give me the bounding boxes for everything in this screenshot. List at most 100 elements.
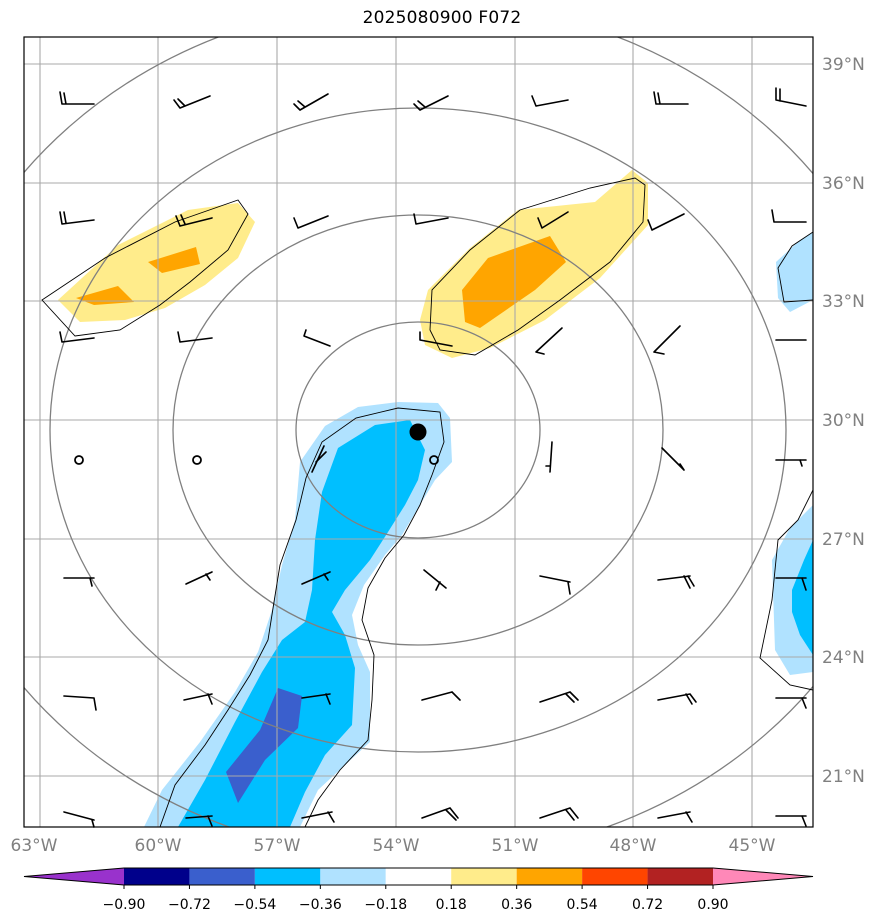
wind-barb xyxy=(293,215,329,229)
lon-label: 57°W xyxy=(254,836,301,856)
positive-shading-nw-core2 xyxy=(76,286,134,305)
wind-barb xyxy=(183,693,213,705)
wind-barb xyxy=(63,577,95,587)
colorbar-segment xyxy=(713,868,813,885)
colorbar-segment xyxy=(254,868,321,885)
lon-label: 63°W xyxy=(11,836,58,856)
wind-barb xyxy=(59,91,95,105)
lon-label: 48°W xyxy=(610,836,657,856)
lat-label: 39°N xyxy=(822,55,865,75)
wind-barbs xyxy=(59,87,807,828)
colorbar-tick-label: −0.72 xyxy=(168,897,211,913)
wind-barb xyxy=(775,577,807,591)
colorbar-tick-label: 0.18 xyxy=(436,897,467,913)
positive-shading-ne-core xyxy=(462,236,566,328)
map-frame xyxy=(23,36,814,828)
wind-barb xyxy=(185,815,213,827)
wind-barb xyxy=(59,211,95,225)
lat-label: 36°N xyxy=(822,174,865,194)
shaded-field xyxy=(58,170,813,827)
lon-label: 45°W xyxy=(729,836,776,856)
lat-label: 21°N xyxy=(822,767,865,787)
wind-barb xyxy=(293,93,329,111)
colorbar-segment xyxy=(189,868,255,885)
wind-barb xyxy=(531,95,569,107)
wind-barb xyxy=(657,811,693,823)
wind-barb xyxy=(539,575,571,595)
wind-barb xyxy=(59,331,95,343)
wind-barb xyxy=(423,569,447,591)
negative-shading-east2-core xyxy=(792,540,813,655)
calm-wind-circle xyxy=(192,455,202,465)
wind-barb xyxy=(301,811,335,823)
wind-barb xyxy=(775,87,807,107)
wind-barb xyxy=(657,575,695,589)
wind-barb xyxy=(311,445,327,473)
lat-label: 24°N xyxy=(822,648,865,668)
colorbar-tick-label: 0.54 xyxy=(567,897,598,913)
wind-barb xyxy=(661,447,685,471)
negative-shading-east xyxy=(776,232,813,312)
plot-title: 2025080900 F072 xyxy=(362,8,522,28)
wind-barb xyxy=(539,691,579,703)
wind-barb xyxy=(545,441,553,473)
wind-barb xyxy=(419,331,453,347)
colorbar-tick-label: 0.90 xyxy=(697,897,728,913)
contour-lines xyxy=(41,177,813,827)
lon-label: 54°W xyxy=(373,836,420,856)
calm-wind-circle xyxy=(429,455,439,465)
colorbar-tick-label: 0.72 xyxy=(632,897,663,913)
wind-barb xyxy=(775,697,807,709)
lon-label: 60°W xyxy=(135,836,182,856)
calm-wind-circle xyxy=(74,455,84,465)
wind-barb xyxy=(173,95,211,109)
wind-barb xyxy=(421,807,459,821)
lat-label: 33°N xyxy=(822,292,865,312)
colorbar-tick-label: −0.54 xyxy=(233,897,276,913)
colorbar-segment xyxy=(516,868,583,885)
wind-barb xyxy=(653,325,681,355)
colorbar-segment xyxy=(451,868,517,885)
wind-barb xyxy=(647,213,685,231)
colorbar-labels: −0.90 −0.72 −0.54 −0.36 −0.18 0.18 0.36 0.54 0.7… xyxy=(103,897,729,913)
wind-barb xyxy=(177,331,213,343)
wind-barb xyxy=(301,571,331,585)
positive-shading-nw-core1 xyxy=(148,247,200,273)
wind-barb xyxy=(421,691,461,701)
wind-barb xyxy=(413,213,449,225)
wind-barb xyxy=(771,209,807,223)
wind-barb xyxy=(63,811,95,828)
colorbar-segment xyxy=(320,868,386,885)
wind-barb xyxy=(653,91,689,105)
wind-barb xyxy=(535,327,563,355)
negative-shading-core-lt xyxy=(178,420,425,827)
lat-label: 27°N xyxy=(822,530,865,550)
wind-barb xyxy=(657,693,697,705)
wind-barb xyxy=(775,459,807,467)
lat-label: 30°N xyxy=(822,411,865,431)
negative-shading-core-md xyxy=(226,688,302,803)
colorbar-segment xyxy=(24,868,124,885)
wind-barb xyxy=(413,95,449,111)
storm-center-marker xyxy=(409,423,427,441)
lon-label: 51°W xyxy=(492,836,539,856)
wind-barb xyxy=(303,329,331,347)
colorbar xyxy=(23,867,814,889)
colorbar-tick-label: −0.36 xyxy=(299,897,342,913)
colorbar-segment xyxy=(647,868,713,885)
gridlines xyxy=(24,37,813,827)
colorbar-tick-label: 0.36 xyxy=(501,897,532,913)
wind-barb xyxy=(539,807,579,821)
colorbar-tick-label: −0.18 xyxy=(364,897,407,913)
wind-barb xyxy=(775,815,807,827)
colorbar-segment xyxy=(385,868,452,885)
colorbar-segment xyxy=(582,868,648,885)
wind-barb xyxy=(301,693,331,705)
wind-barb xyxy=(175,214,213,227)
colorbar-tick-label: −0.90 xyxy=(103,897,146,913)
wind-barb xyxy=(537,211,569,229)
wind-barb xyxy=(63,695,97,711)
wind-barb xyxy=(185,571,213,585)
colorbar-segment xyxy=(124,868,190,885)
